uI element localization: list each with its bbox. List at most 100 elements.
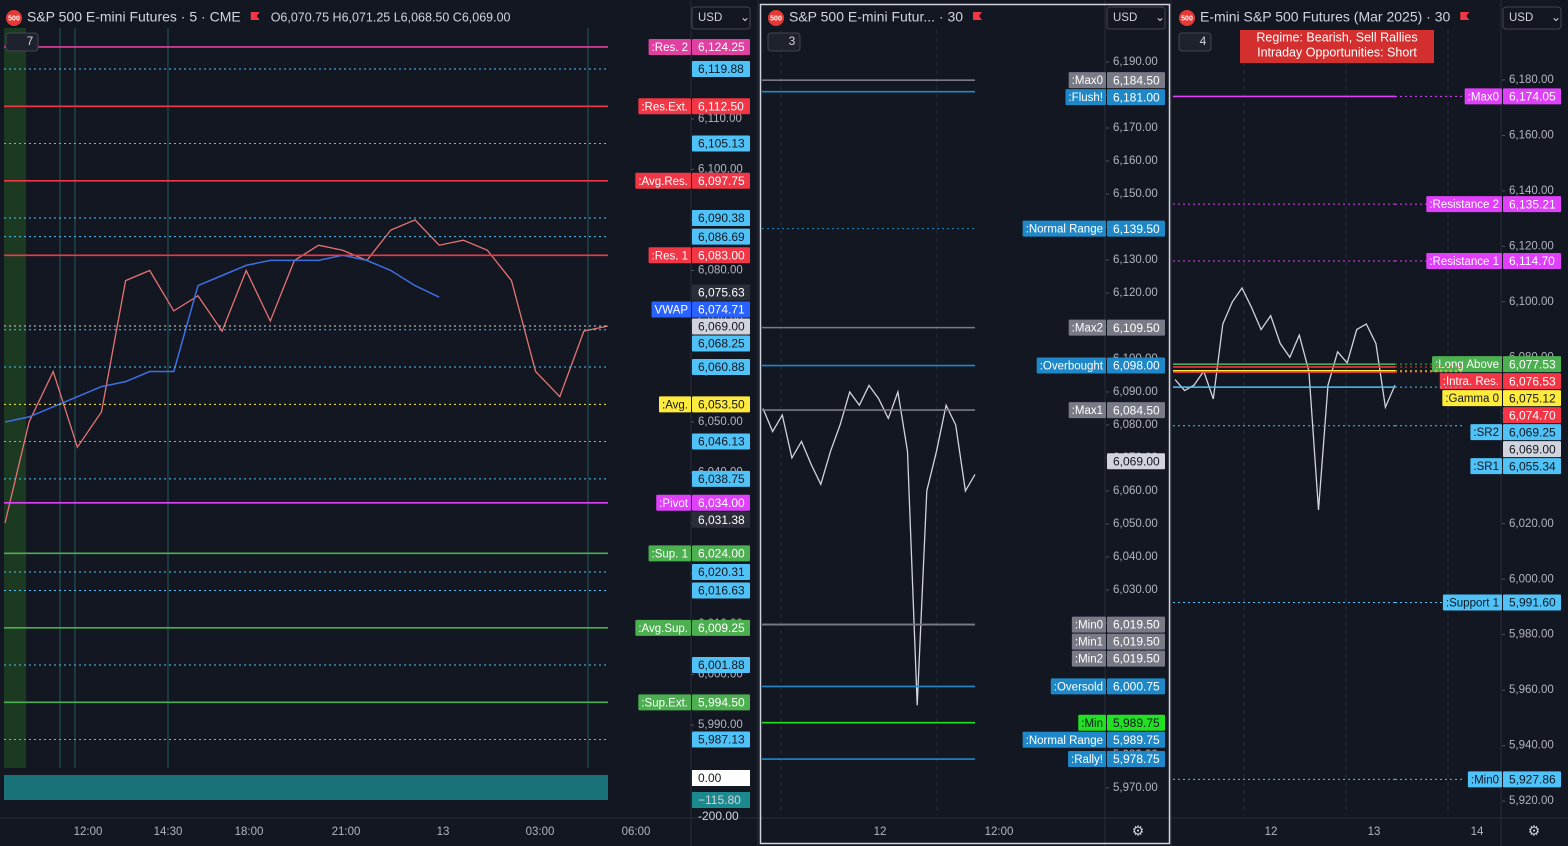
price-label-bg	[692, 563, 750, 580]
price-label: 6,077.53	[1509, 357, 1556, 371]
level-name: :Normal Range	[1026, 735, 1103, 747]
level-name: :Min	[1081, 718, 1103, 730]
y-tick-label: 5,980.00	[1509, 629, 1554, 641]
price-label: 6,174.05	[1509, 90, 1556, 104]
settings-icon[interactable]: ⚙	[1528, 823, 1541, 839]
price-label: 6,109.50	[1113, 321, 1160, 335]
price-label: 6,060.88	[698, 360, 745, 374]
settings-icon[interactable]: ⚙	[1132, 823, 1145, 839]
price-label-bg	[1503, 441, 1561, 458]
y-tick-label: 5,960.00	[1509, 684, 1554, 696]
price-line	[1174, 286, 1396, 510]
y-tick-label: 6,080.00	[1113, 419, 1158, 431]
level-name: :Flush!	[1068, 92, 1103, 104]
price-label-bg	[692, 433, 750, 450]
price-label-bg	[692, 396, 750, 413]
currency-select-bg[interactable]	[1502, 6, 1562, 30]
level-name-bg	[1065, 89, 1106, 106]
price-label: 6,001.88	[698, 658, 745, 672]
y-tick-label: 6,050.00	[1113, 518, 1158, 530]
indicator-toggle-bg[interactable]	[5, 32, 39, 52]
dropdown-caret[interactable]: ⌄	[740, 10, 750, 24]
level-name-bg	[1439, 373, 1502, 390]
currency-select-bg[interactable]	[691, 6, 751, 30]
level-name: VWAP	[655, 305, 689, 317]
chart-title: S&P 500 E-mini Futures · 5 · CME	[27, 9, 241, 25]
price-label-bg	[1107, 616, 1165, 633]
price-line	[762, 384, 976, 706]
price-label: 6,124.25	[698, 40, 745, 54]
price-label-bg	[1107, 319, 1165, 336]
regime-text: Regime: Bearish, Sell Rallies	[1256, 30, 1417, 44]
level-name: :Sup.Ext.	[641, 697, 688, 709]
price-label: 6,075.12	[1509, 391, 1556, 405]
price-label: 6,119.88	[698, 62, 744, 76]
symbol-badge	[1179, 10, 1195, 26]
price-label: 6,074.70	[1509, 408, 1556, 422]
price-label-bg	[1107, 89, 1165, 106]
regime-text: Intraday Opportunities: Short	[1257, 45, 1417, 59]
indicator-count[interactable]: 7	[27, 34, 34, 48]
x-tick-label: 14	[1471, 826, 1484, 838]
indicator-count[interactable]: 4	[1200, 34, 1207, 48]
y-tick-label: 6,100.00	[698, 163, 743, 175]
price-label: 6,019.50	[1113, 652, 1160, 666]
price-label-bg	[692, 657, 750, 674]
dropdown-caret[interactable]: ⌄	[1155, 10, 1165, 24]
price-label-bg	[1503, 771, 1561, 788]
level-name: :SR1	[1473, 461, 1499, 473]
currency-select[interactable]: USD	[1113, 12, 1137, 24]
level-name-bg	[1470, 458, 1502, 475]
level-name: :Avg.Res.	[638, 176, 688, 188]
level-name-bg	[648, 247, 691, 264]
indicator-count[interactable]: 3	[789, 34, 796, 48]
level-name-bg	[635, 172, 691, 189]
currency-select[interactable]: USD	[1509, 12, 1533, 24]
level-name: :Intra. Res.	[1443, 376, 1499, 388]
price-label-bg	[692, 61, 750, 78]
price-label: 6,090.38	[698, 211, 745, 225]
level-name-bg	[1068, 72, 1106, 89]
price-label-bg	[692, 731, 750, 748]
y-tick-label: 6,160.00	[1113, 155, 1158, 167]
price-label-bg	[692, 247, 750, 264]
x-tick-label: 12:00	[985, 826, 1014, 838]
symbol-badge	[6, 10, 22, 26]
currency-select-bg[interactable]	[1106, 6, 1166, 30]
currency-select[interactable]: USD	[698, 12, 722, 24]
price-label: 5,994.50	[698, 696, 745, 710]
y-tick-label: 6,060.00	[1113, 485, 1158, 497]
level-name-bg	[635, 619, 691, 636]
flag-icon	[1460, 12, 1470, 20]
indicator-toggle-bg[interactable]	[1178, 32, 1212, 52]
level-name: :Rally!	[1071, 754, 1103, 766]
price-label: 6,000.75	[1113, 680, 1160, 694]
indicator-toggle-bg[interactable]	[767, 32, 801, 52]
x-tick-label: 13	[1368, 826, 1381, 838]
y-tick-label: 6,110.00	[698, 113, 742, 125]
level-name: :Normal Range	[1026, 224, 1103, 236]
dropdown-caret[interactable]: ⌄	[1551, 10, 1561, 24]
level-name-bg	[659, 396, 691, 413]
level-name-bg	[1022, 731, 1106, 748]
flag-icon	[973, 12, 983, 20]
price-label-bg	[692, 470, 750, 487]
vwap-line	[4, 254, 440, 423]
price-label: 6,083.00	[698, 248, 745, 262]
regime-box	[1240, 30, 1434, 63]
price-label: 6,031.38	[698, 513, 745, 527]
level-name-bg	[1022, 220, 1106, 237]
price-label-bg	[692, 228, 750, 245]
session-shade	[4, 28, 26, 768]
price-label-bg	[1503, 373, 1561, 390]
indicator-histogram	[4, 775, 608, 800]
level-name: :Overbought	[1040, 361, 1104, 373]
active-panel-border	[759, 3, 1171, 845]
level-name-bg	[1426, 196, 1502, 213]
price-label: 6,086.69	[698, 230, 745, 244]
price-label-bg	[1107, 72, 1165, 89]
x-tick-label: 13	[437, 826, 450, 838]
level-name: :Oversold	[1054, 681, 1103, 693]
level-name: :Max1	[1072, 405, 1103, 417]
